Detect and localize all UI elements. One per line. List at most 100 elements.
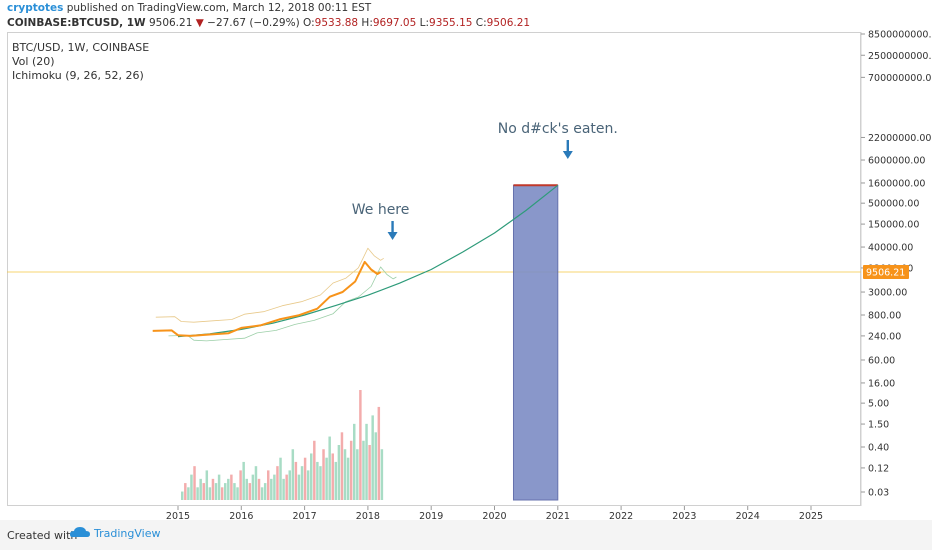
volume-bar — [356, 449, 359, 500]
x-tick-label: 2022 — [609, 511, 633, 520]
volume-bar — [202, 483, 205, 500]
annotation-label: We here — [352, 202, 410, 218]
low-label: L: — [419, 17, 430, 29]
volume-bar — [193, 466, 196, 500]
brand-label: TradingView — [94, 527, 161, 540]
tradingview-brand-link[interactable]: TradingView — [70, 527, 160, 540]
open-value: 9533.88 — [314, 17, 359, 29]
x-tick-label: 2015 — [166, 511, 190, 520]
annotation-label: No d#ck's eaten. — [498, 121, 618, 137]
volume-bar — [248, 483, 252, 500]
annotation-arrowhead — [387, 232, 398, 240]
y-tick-label: 150000.00 — [868, 220, 919, 231]
price-line — [152, 260, 382, 337]
volume-bar — [316, 461, 319, 500]
x-tick-label: 2018 — [356, 511, 380, 520]
volume-bar — [279, 457, 282, 500]
volume-bar — [380, 449, 384, 500]
volume-bar — [337, 445, 341, 500]
volume-bar — [319, 466, 322, 500]
volume-bar — [196, 487, 199, 500]
down-arrow-icon: ▼ — [195, 17, 204, 29]
volume-bar — [300, 466, 304, 500]
volume-bar — [343, 449, 347, 500]
volume-bar — [288, 470, 291, 500]
high-value: 9697.05 — [372, 17, 417, 29]
volume-bar — [267, 470, 270, 500]
volume-bar — [303, 457, 307, 500]
last-price-badge-label: 9506.21 — [866, 268, 905, 279]
footer-bar: Created with TradingView — [0, 520, 932, 550]
volume-bar — [331, 453, 334, 500]
y-tick-label: 0.03 — [868, 488, 889, 499]
y-tick-label: 1600000.00 — [868, 178, 925, 189]
price-change: −27.67 (−0.29%) — [207, 17, 300, 29]
volume-bar — [346, 457, 350, 500]
y-tick-label: 5.00 — [868, 399, 889, 410]
open-label: O: — [303, 17, 315, 29]
volume-bar — [353, 423, 356, 500]
y-tick-label: 60.00 — [868, 355, 895, 366]
volume-bar — [270, 478, 273, 500]
tradingview-cloud-icon — [70, 527, 90, 537]
legend-volume[interactable]: Vol (20) — [12, 55, 55, 68]
close-label: C: — [475, 17, 487, 29]
y-tick-label: 0.12 — [868, 463, 889, 474]
volume-bar — [285, 474, 288, 500]
volume-bar — [220, 487, 224, 500]
x-tick-label: 2019 — [419, 511, 443, 520]
volume-bar — [187, 487, 190, 500]
legend-symbol[interactable]: BTC/USD, 1W, COINBASE — [12, 41, 150, 54]
volume-bar — [377, 406, 381, 500]
created-with-text: Created with — [7, 529, 78, 542]
volume-bar — [184, 483, 187, 500]
volume-bar — [199, 478, 202, 500]
volume-bar — [239, 470, 242, 500]
volume-bar — [294, 461, 298, 500]
volume-bar — [322, 449, 325, 500]
volume-bar — [334, 461, 338, 500]
volume-bar — [276, 466, 279, 500]
x-tick-label: 2023 — [672, 511, 696, 520]
legend-ichimoku[interactable]: Ichimoku (9, 26, 52, 26) — [12, 69, 144, 82]
y-tick-label: 40000.00 — [868, 243, 913, 254]
volume-bar — [217, 474, 221, 500]
volume-bar — [359, 390, 362, 500]
high-label: H: — [361, 17, 373, 29]
last-price-badge — [863, 265, 909, 280]
volume-bar — [181, 491, 184, 500]
volume-bar — [251, 474, 255, 500]
volume-bar — [374, 432, 377, 500]
x-tick-label: 2021 — [546, 511, 570, 520]
projection-curve — [177, 184, 559, 338]
volume-bar — [371, 415, 374, 500]
close-value: 9506.21 — [486, 17, 531, 29]
ichimoku-lower-line — [168, 266, 397, 342]
volume-bar — [282, 478, 285, 500]
volume-bar — [310, 453, 313, 500]
y-tick-label: 2500000000.00 — [868, 51, 932, 62]
y-tick-label: 8500000000.00 — [868, 30, 932, 41]
volume-bar — [328, 436, 331, 500]
ichimoku-upper-line — [155, 247, 384, 323]
x-tick-label: 2017 — [293, 511, 317, 520]
x-tick-label: 2024 — [736, 511, 760, 520]
publish-header: cryptotes published on TradingView.com, … — [0, 0, 932, 32]
volume-bar — [291, 449, 295, 500]
volume-bar — [257, 478, 261, 500]
volume-bar — [245, 478, 248, 500]
volume-bar — [242, 461, 245, 500]
volume-bar — [297, 474, 301, 500]
volume-bar — [214, 483, 218, 500]
volume-bar — [227, 478, 230, 500]
volume-bar — [349, 440, 353, 500]
volume-bar — [224, 483, 227, 500]
volume-bar — [230, 474, 233, 500]
last-price: 9506.21 — [148, 17, 193, 29]
publish-line: cryptotes published on TradingView.com, … — [7, 2, 371, 14]
author-link[interactable]: cryptotes — [7, 2, 64, 14]
projection-box — [512, 184, 559, 501]
volume-bar — [263, 483, 267, 500]
chart-canvas[interactable]: 8500000000.00 2500000000.00 700000000.00 22… — [0, 0, 932, 520]
y-tick-label: 22000000.00 — [868, 133, 931, 144]
